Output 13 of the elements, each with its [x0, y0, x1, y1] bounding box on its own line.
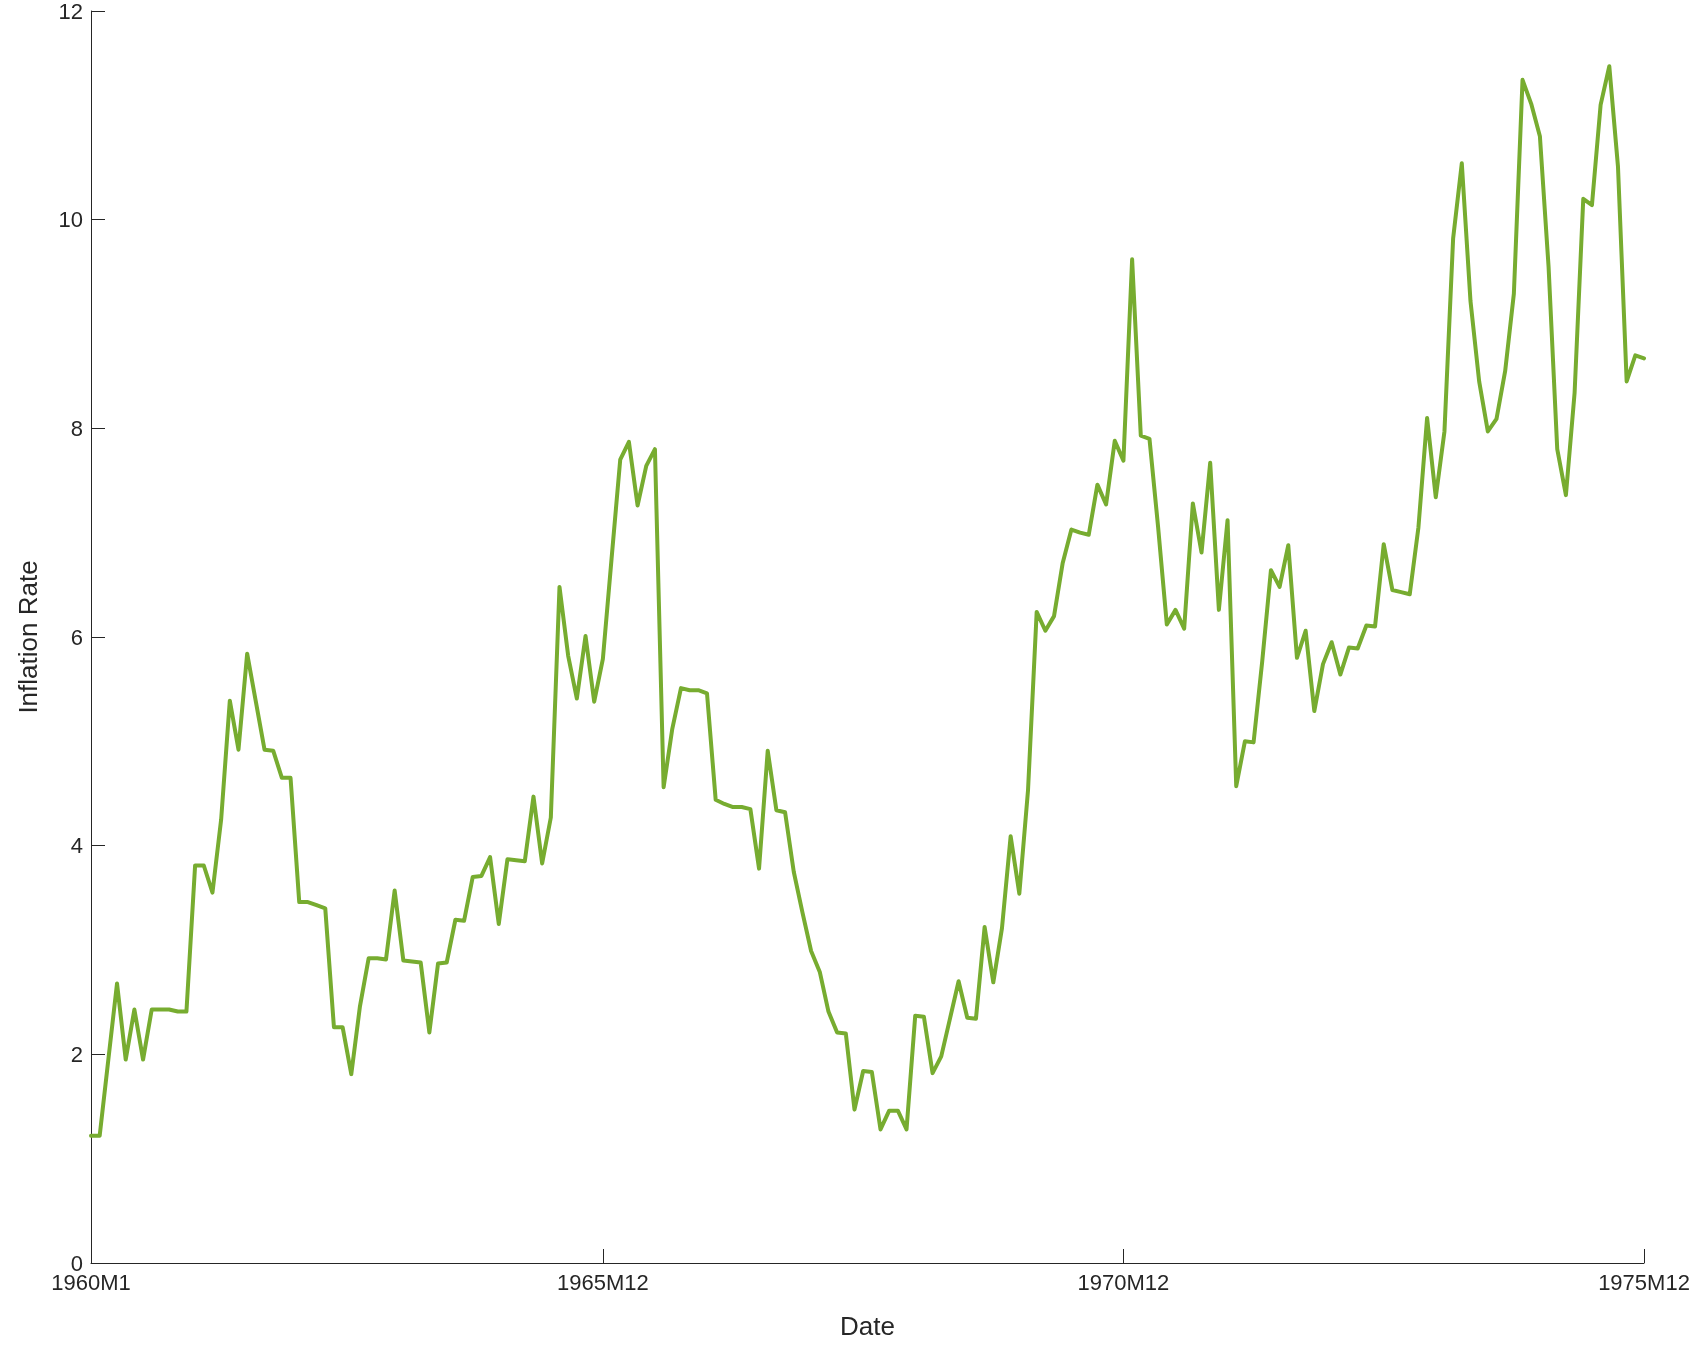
y-tick-label: 12: [58, 0, 83, 24]
y-tick-label: 10: [58, 207, 83, 233]
x-tick-label: 1975M12: [1598, 1269, 1690, 1295]
y-tick-label: 0: [70, 1250, 83, 1276]
y-tick-label: 2: [70, 1041, 83, 1067]
y-tick-label: 6: [70, 624, 83, 650]
y-tick-label: 8: [70, 415, 83, 441]
y-axis-title: Inflation Rate: [13, 560, 43, 714]
y-tick-label: 4: [70, 833, 83, 859]
x-axis-title: Date: [840, 1311, 895, 1341]
line-series: [89, 64, 1646, 1138]
x-tick-label: 1970M12: [1077, 1269, 1170, 1295]
x-tick-label: 1965M12: [557, 1269, 649, 1295]
